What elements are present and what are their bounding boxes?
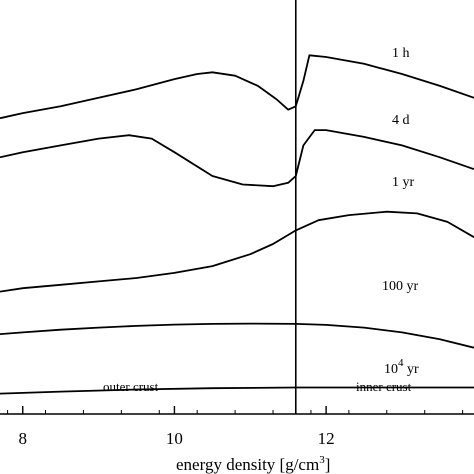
curve-label-10e4yr-base: 10 — [384, 362, 398, 377]
curve-label-10e4yr-unit: yr — [404, 362, 420, 377]
curve-label-1yr: 1 yr — [392, 175, 415, 190]
x-axis-title-close: ] — [325, 455, 331, 474]
curve-100-yr — [0, 322, 474, 349]
curve-10-4-yr — [0, 386, 474, 395]
curve-1-yr — [0, 210, 474, 293]
curve-label-10e4yr: 104 yr — [384, 357, 419, 377]
region-label-inner-crust: inner crust — [356, 379, 412, 394]
curve-label-100yr: 100 yr — [382, 279, 419, 294]
x-axis-title: energy density [g/cm3] — [176, 454, 330, 474]
x-axis-title-main: energy density [g/cm — [176, 455, 319, 474]
x-tick-label-8: 8 — [19, 429, 28, 448]
region-label-outer-crust: outer crust — [103, 379, 159, 394]
x-tick-label-10: 10 — [166, 429, 183, 448]
curve-label-1h: 1 h — [392, 46, 410, 61]
x-axis-title-exp: 3 — [319, 454, 325, 466]
x-tick-label-12: 12 — [318, 429, 335, 448]
curve-1-h — [0, 54, 474, 120]
curve-label-10e4yr-exp: 4 — [398, 357, 404, 369]
curve-label-4d: 4 d — [392, 113, 410, 128]
curve-4-d — [0, 129, 474, 188]
